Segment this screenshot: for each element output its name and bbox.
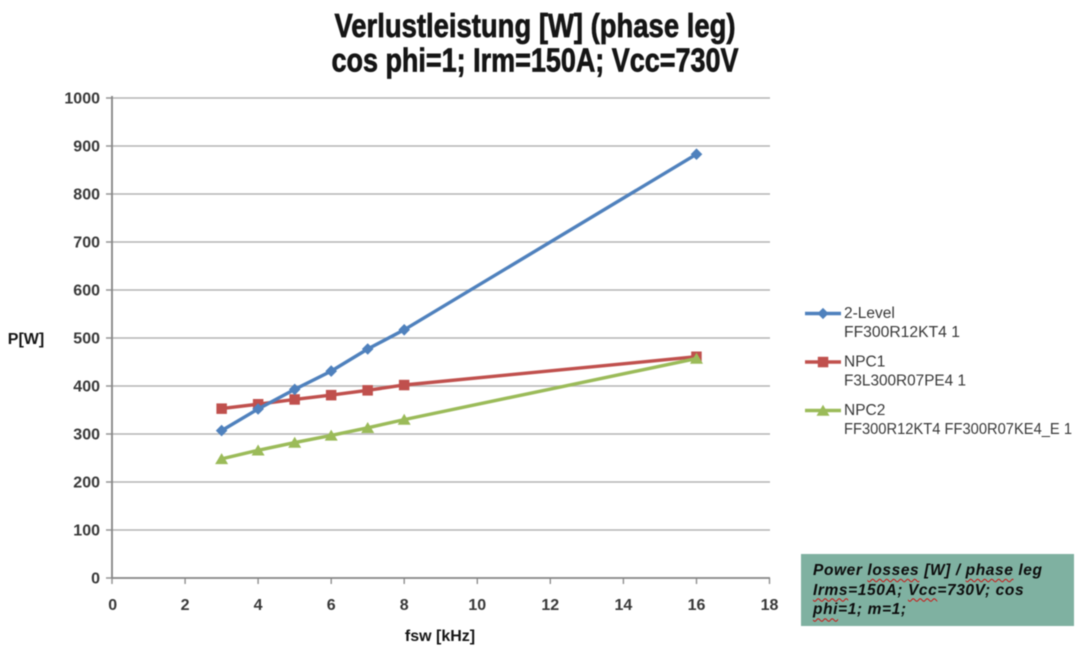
svg-text:2-Level: 2-Level — [844, 305, 895, 322]
svg-text:NPC1: NPC1 — [844, 354, 885, 371]
svg-text:6: 6 — [327, 597, 336, 614]
svg-text:NPC2: NPC2 — [844, 402, 885, 419]
svg-text:900: 900 — [73, 139, 100, 156]
svg-text:FF300R12KT4 1: FF300R12KT4 1 — [844, 324, 960, 341]
svg-text:16: 16 — [688, 597, 706, 614]
svg-text:200: 200 — [73, 475, 100, 492]
svg-text:fsw [kHz]: fsw [kHz] — [405, 628, 475, 645]
svg-text:100: 100 — [73, 523, 100, 540]
svg-text:FF300R12KT4 FF300R07KE4_E 1: FF300R12KT4 FF300R07KE4_E 1 — [844, 421, 1072, 438]
svg-text:500: 500 — [73, 331, 100, 348]
svg-text:1000: 1000 — [64, 91, 100, 108]
svg-text:cos phi=1; Irm=150A; Vcc=730V: cos phi=1; Irm=150A; Vcc=730V — [332, 42, 739, 79]
svg-text:0: 0 — [108, 597, 117, 614]
svg-text:0: 0 — [91, 571, 100, 588]
svg-text:Verlustleistung [W] (phase leg: Verlustleistung [W] (phase leg) — [335, 7, 736, 44]
svg-text:800: 800 — [73, 187, 100, 204]
svg-text:8: 8 — [400, 597, 409, 614]
svg-text:12: 12 — [541, 597, 559, 614]
svg-text:400: 400 — [73, 379, 100, 396]
svg-text:10: 10 — [468, 597, 486, 614]
svg-text:F3L300R07PE4 1: F3L300R07PE4 1 — [844, 373, 966, 390]
svg-text:2: 2 — [181, 597, 190, 614]
svg-text:P[W]: P[W] — [8, 331, 44, 348]
svg-text:700: 700 — [73, 235, 100, 252]
svg-text:4: 4 — [254, 597, 263, 614]
svg-text:14: 14 — [615, 597, 633, 614]
svg-text:600: 600 — [73, 283, 100, 300]
svg-text:18: 18 — [761, 597, 779, 614]
svg-text:300: 300 — [73, 427, 100, 444]
